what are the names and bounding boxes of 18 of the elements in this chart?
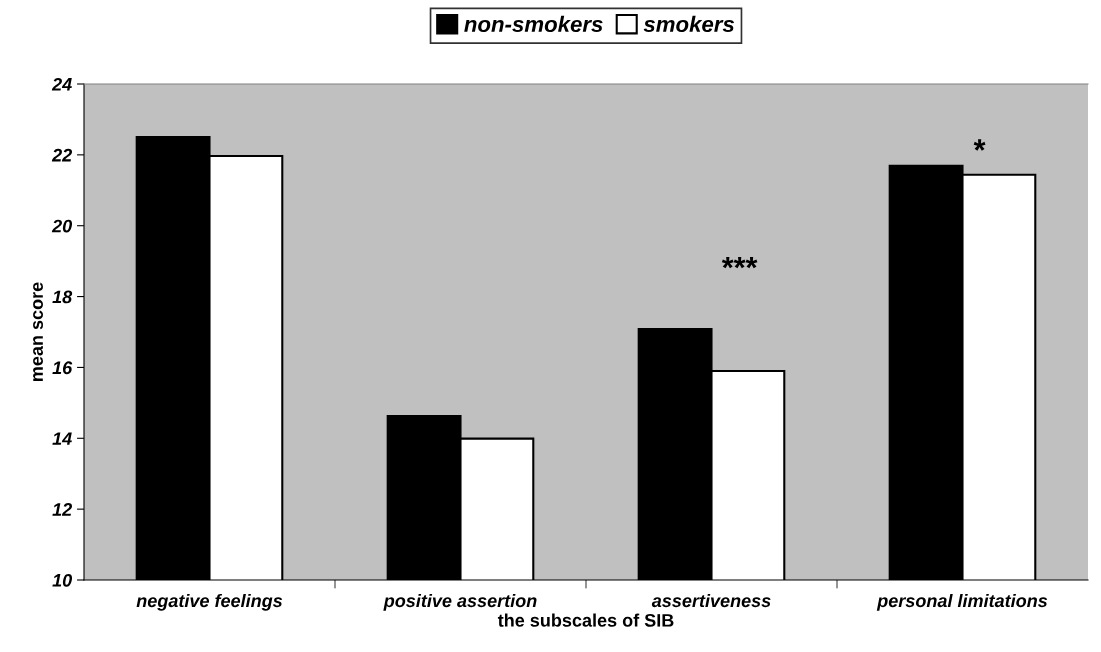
y-tick-label: 18 (52, 290, 73, 304)
y-tick-label: 20 (51, 219, 73, 233)
annotation: * (973, 139, 986, 151)
y-tick-label: 16 (52, 361, 73, 375)
legend-label: non-smokers (464, 15, 603, 33)
x-tick-label: assertiveness (651, 593, 771, 608)
annotation: *** (721, 256, 758, 269)
y-tick-label: 22 (51, 148, 73, 162)
x-tick-label: personal limitations (876, 593, 1048, 611)
y-tick-label: 12 (52, 503, 73, 516)
y-tick-label: 10 (52, 573, 73, 587)
y-tick-label: 24 (51, 77, 72, 91)
x-tick-label: negative feelings (136, 593, 283, 611)
legend-label: smokers (643, 15, 735, 33)
x-tick-label: positive assertion (383, 593, 537, 611)
y-tick-label: 14 (52, 432, 72, 445)
x-axis-title: the subscales of SIB (497, 613, 674, 627)
y-axis-title: mean score (33, 282, 43, 381)
